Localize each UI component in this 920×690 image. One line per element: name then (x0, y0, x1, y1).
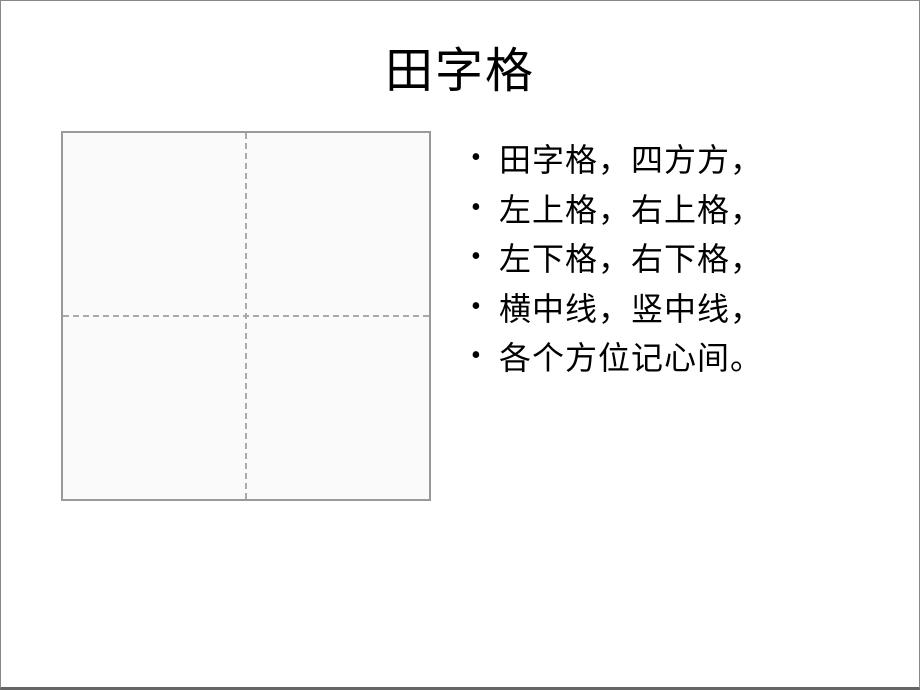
bullet-list: 田字格，四方方， 左上格，右上格， 左下格，右下格， 横中线，竖中线， 各个方位… (471, 131, 763, 501)
vertical-center-line (245, 133, 247, 499)
list-item: 左下格，右下格， (471, 235, 763, 285)
content-area: 田字格，四方方， 左上格，右上格， 左下格，右下格， 横中线，竖中线， 各个方位… (1, 131, 919, 501)
grid-diagram-container (61, 131, 431, 501)
list-item: 田字格，四方方， (471, 136, 763, 186)
tian-zi-ge-grid (61, 131, 431, 501)
list-item: 左上格，右上格， (471, 186, 763, 236)
list-item: 各个方位记心间。 (471, 334, 763, 384)
list-item: 横中线，竖中线， (471, 285, 763, 335)
page-title: 田字格 (1, 1, 919, 101)
